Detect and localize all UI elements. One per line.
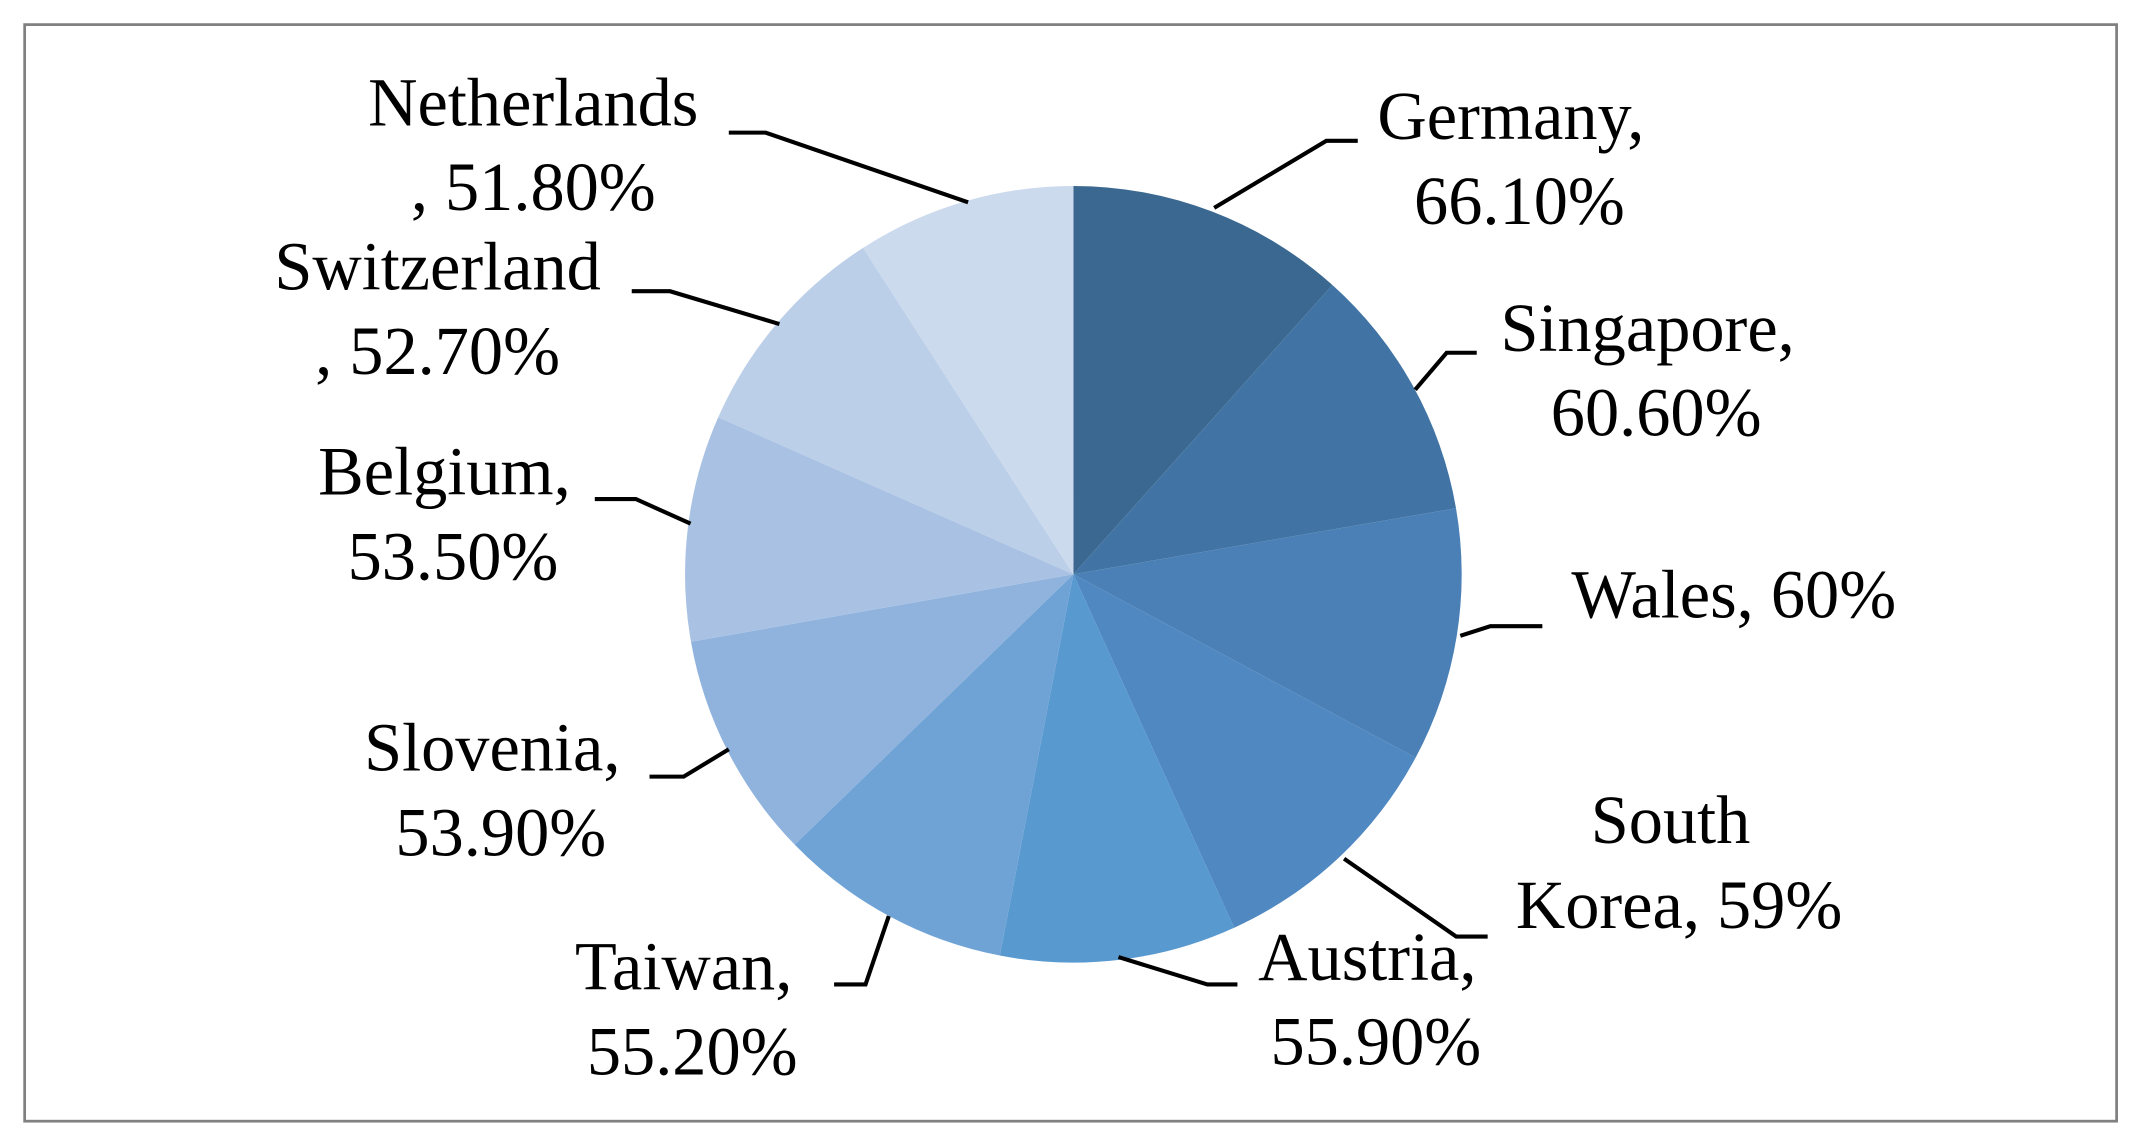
data-label: Austria, 55.90% xyxy=(1253,919,1481,1080)
label-line: 53.50% xyxy=(330,518,558,594)
leader-line xyxy=(1413,350,1477,392)
label-line: Singapore, xyxy=(1500,290,1794,366)
pie-slice xyxy=(1073,574,1416,928)
label-line: 53.90% xyxy=(378,794,606,870)
data-label: Belgium, 53.50% xyxy=(318,433,571,594)
label-line: 55.90% xyxy=(1253,1003,1481,1079)
pie-slice xyxy=(718,247,1074,575)
label-line: Austria, xyxy=(1258,919,1476,995)
leader-line xyxy=(649,747,730,779)
label-line: Belgium, xyxy=(318,433,571,509)
leader-line xyxy=(594,497,692,526)
data-label: Wales, 60% xyxy=(1571,556,1896,632)
label-line: Korea, 59% xyxy=(1516,867,1842,943)
data-label: Slovenia, 53.90% xyxy=(364,709,620,870)
pie-slice xyxy=(685,417,1074,642)
pie-slice xyxy=(794,574,1074,956)
label-line: South xyxy=(1591,782,1768,858)
leader-line xyxy=(1213,138,1358,210)
leader-line xyxy=(834,915,891,987)
label-line: 60.60% xyxy=(1534,374,1762,450)
data-label: South Korea, 59% xyxy=(1516,782,1842,943)
data-label: Germany, 66.10% xyxy=(1377,78,1644,239)
label-line: Taiwan, xyxy=(575,928,792,1004)
data-label: Switzerland , 52.70% xyxy=(274,228,601,389)
leader-line xyxy=(631,289,780,327)
label-line: , 51.80% xyxy=(411,149,656,225)
leader-line xyxy=(1117,955,1238,987)
pie-slice xyxy=(1073,508,1462,758)
pie-slice xyxy=(690,574,1074,845)
pie-slice xyxy=(863,185,1074,575)
pie-slice xyxy=(1073,185,1333,575)
pie-slice xyxy=(1073,284,1457,575)
label-line: Netherlands xyxy=(368,64,698,140)
label-line: 66.10% xyxy=(1397,163,1625,239)
data-label: Netherlands , 51.80% xyxy=(368,64,698,225)
leader-line xyxy=(1459,624,1543,638)
data-label: Taiwan, 55.20% xyxy=(570,928,798,1089)
label-line: Slovenia, xyxy=(364,709,620,785)
leader-line xyxy=(728,130,969,205)
label-line: Switzerland xyxy=(274,228,601,304)
label-line: , 52.70% xyxy=(315,313,560,389)
pie-slice xyxy=(999,574,1235,963)
label-line: Germany, xyxy=(1377,78,1644,154)
leader-line xyxy=(1342,856,1488,939)
label-line: 55.20% xyxy=(570,1013,798,1089)
data-label: Singapore, 60.60% xyxy=(1500,290,1794,451)
